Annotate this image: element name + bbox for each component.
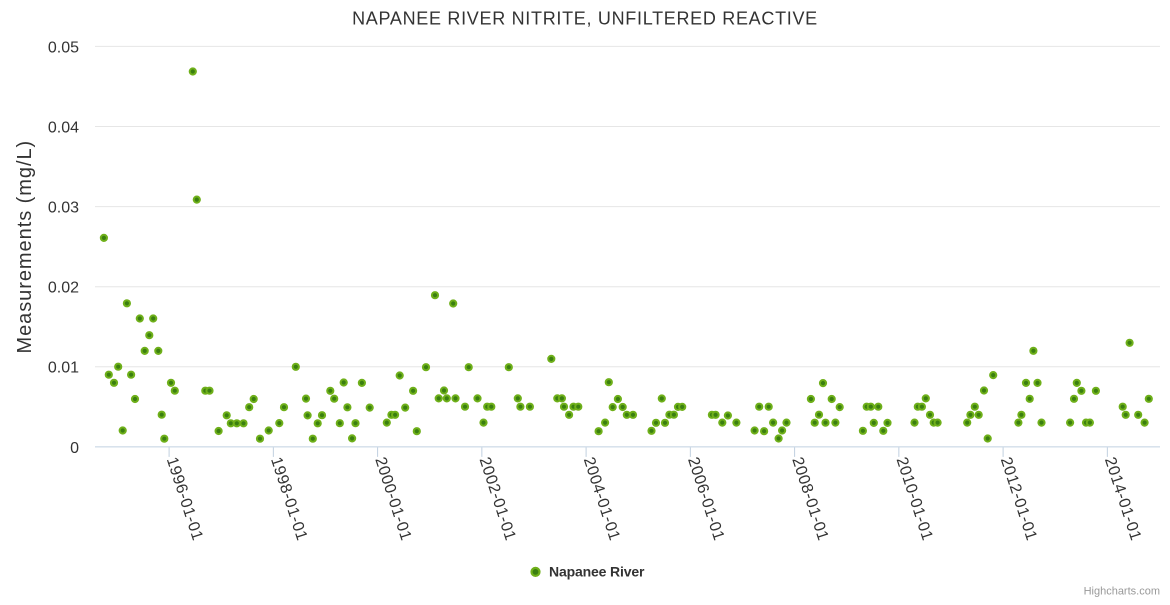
svg-text:0.02: 0.02 bbox=[48, 280, 79, 297]
svg-text:Highcharts.com: Highcharts.com bbox=[1084, 585, 1160, 597]
svg-text:Measurements (mg/L): Measurements (mg/L) bbox=[14, 140, 36, 354]
svg-text:0.04: 0.04 bbox=[48, 119, 79, 136]
svg-text:0: 0 bbox=[70, 440, 79, 457]
svg-text:0.01: 0.01 bbox=[48, 360, 79, 377]
svg-text:0.03: 0.03 bbox=[48, 200, 79, 217]
svg-text:0.05: 0.05 bbox=[48, 39, 79, 56]
svg-text:Napanee River: Napanee River bbox=[549, 564, 645, 580]
svg-text:NAPANEE RIVER NITRITE, UNFILTE: NAPANEE RIVER NITRITE, UNFILTERED REACTI… bbox=[352, 9, 818, 29]
